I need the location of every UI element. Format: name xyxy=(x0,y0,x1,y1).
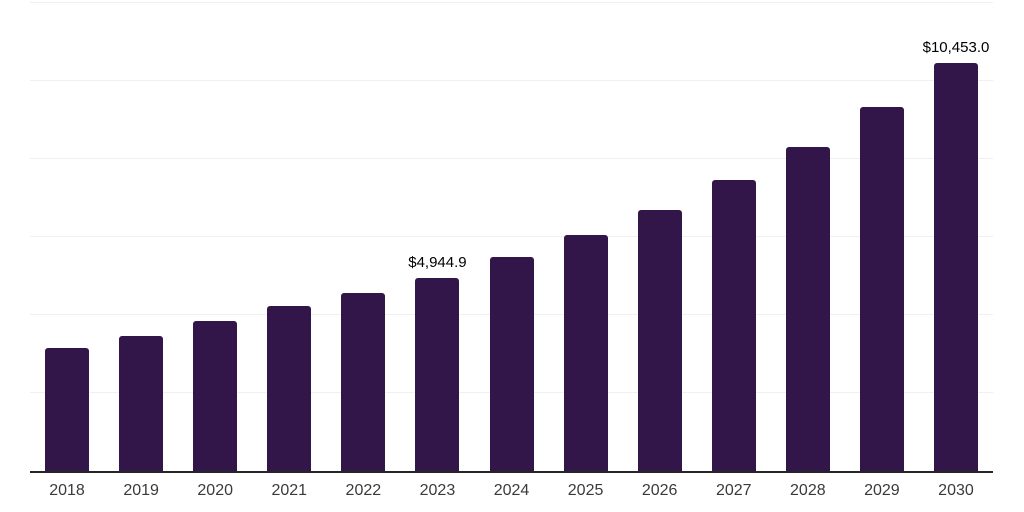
bar-slot-2022 xyxy=(326,3,400,471)
x-tick-label-2028: 2028 xyxy=(790,482,826,499)
bar-2030 xyxy=(933,63,978,471)
x-tick-label-2019: 2019 xyxy=(123,482,159,499)
gridline xyxy=(30,158,993,159)
bar-slot-2023: $4,944.9 xyxy=(400,3,474,471)
bar-2023 xyxy=(415,278,460,471)
bars-row: $4,944.9 $10,453.0 xyxy=(30,3,993,471)
gridline xyxy=(30,2,993,3)
bar-2021 xyxy=(267,306,312,471)
bar-2022 xyxy=(341,293,386,471)
x-tick-label-2029: 2029 xyxy=(864,482,900,499)
bar-2029 xyxy=(859,107,904,471)
bar-slot-2018 xyxy=(30,3,104,471)
x-tick-label-2018: 2018 xyxy=(49,482,85,499)
bar-2018 xyxy=(45,348,90,471)
gridline xyxy=(30,80,993,81)
bar-2024 xyxy=(489,257,534,471)
bar-slot-2026 xyxy=(623,3,697,471)
gridline xyxy=(30,236,993,237)
bar-slot-2019 xyxy=(104,3,178,471)
bar-value-label-2030: $10,453.0 xyxy=(922,39,990,56)
bar-slot-2024 xyxy=(474,3,548,471)
bar-2025 xyxy=(563,235,608,471)
x-tick-label-2027: 2027 xyxy=(715,482,752,499)
bar-2028 xyxy=(785,147,830,471)
bar-2020 xyxy=(193,321,238,471)
x-tick-label-2023: 2023 xyxy=(419,482,456,499)
bar-2019 xyxy=(119,336,164,471)
x-tick-label-2026: 2026 xyxy=(641,482,678,499)
bar-slot-2020 xyxy=(178,3,252,471)
bar-slot-2021 xyxy=(252,3,326,471)
x-tick-label-2030: 2030 xyxy=(938,482,974,499)
plot-area: $4,944.9 $10,453.0 xyxy=(30,2,993,473)
bar-slot-2027 xyxy=(697,3,771,471)
x-tick-label-2022: 2022 xyxy=(345,482,382,499)
bar-slot-2025 xyxy=(549,3,623,471)
bar-slot-2029 xyxy=(845,3,919,471)
bar-2027 xyxy=(711,180,756,471)
bar-slot-2030: $10,453.0 xyxy=(919,3,993,471)
bar-slot-2028 xyxy=(771,3,845,471)
bar-value-label-2023: $4,944.9 xyxy=(408,254,467,271)
x-axis-labels: 2018 2019 2020 2021 2022 2023 2024 2025 2026 2027… xyxy=(30,482,993,500)
x-tick-label-2020: 2020 xyxy=(197,482,233,499)
bar-2026 xyxy=(637,210,682,471)
x-tick-label-2021: 2021 xyxy=(271,482,308,499)
x-tick-label-2024: 2024 xyxy=(493,482,530,499)
x-tick-label-2025: 2025 xyxy=(567,482,604,499)
